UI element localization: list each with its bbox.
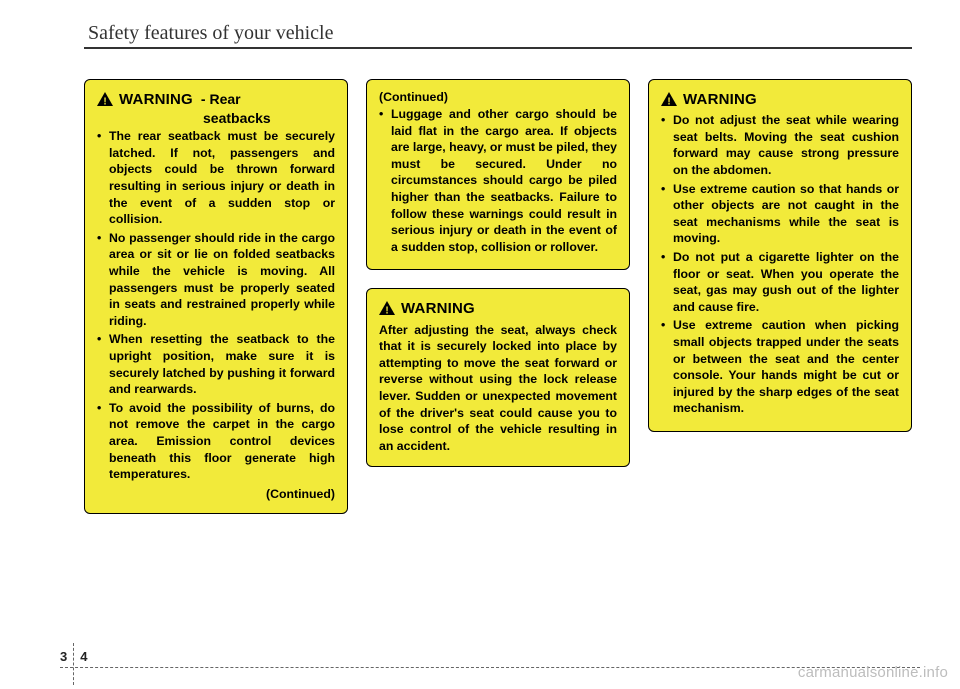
column-2: (Continued) Luggage and other cargo shou…	[366, 79, 630, 467]
warning-heading: ! WARNING	[379, 299, 617, 317]
list-item: The rear seatback must be securely latch…	[97, 128, 335, 228]
warning-word: WARNING	[119, 91, 193, 108]
page-num-right: 4	[80, 649, 87, 664]
svg-text:!: !	[667, 97, 670, 107]
list-item: No passenger should ride in the cargo ar…	[97, 230, 335, 330]
list-item: Do not put a cigarette lighter on the fl…	[661, 249, 899, 315]
list-item: To avoid the possibility of burns, do no…	[97, 400, 335, 483]
warning-paragraph: After adjusting the seat, always check t…	[379, 322, 617, 455]
page-num-separator	[73, 643, 74, 685]
list-item: When resetting the seatback to the uprig…	[97, 331, 335, 397]
warning-word: WARNING	[401, 300, 475, 317]
warning-list: The rear seatback must be securely latch…	[97, 128, 335, 482]
page-num-left: 3	[60, 649, 67, 664]
manual-page: Safety features of your vehicle ! WARNIN…	[0, 0, 960, 689]
warning-box-rear-seatbacks: ! WARNING - Rear seatbacks The rear seat…	[84, 79, 348, 514]
warning-word: WARNING	[683, 91, 757, 108]
page-footer	[60, 667, 920, 671]
warning-box-seat-adjust: ! WARNING After adjusting the seat, alwa…	[366, 288, 630, 467]
svg-text:!: !	[385, 306, 388, 316]
warning-subtitle-2: seatbacks	[203, 110, 335, 126]
warning-icon: !	[661, 92, 677, 106]
warning-box-seat-caution: ! WARNING Do not adjust the seat while w…	[648, 79, 912, 432]
warning-icon: !	[97, 92, 113, 106]
content-columns: ! WARNING - Rear seatbacks The rear seat…	[84, 79, 912, 514]
warning-subtitle-1: - Rear	[201, 91, 241, 107]
watermark: carmanualsonline.info	[798, 664, 948, 681]
header-rule	[84, 47, 912, 49]
warning-heading: ! WARNING	[661, 90, 899, 108]
footer-rule	[60, 667, 920, 668]
column-1: ! WARNING - Rear seatbacks The rear seat…	[84, 79, 348, 514]
continued-heading: (Continued)	[379, 90, 617, 104]
list-item: Do not adjust the seat while wearing sea…	[661, 112, 899, 178]
list-item: Use extreme caution so that hands or oth…	[661, 181, 899, 247]
warning-heading: ! WARNING - Rear	[97, 90, 335, 108]
list-item: Use extreme caution when picking small o…	[661, 317, 899, 417]
page-title: Safety features of your vehicle	[88, 22, 912, 45]
warning-list: Do not adjust the seat while wearing sea…	[661, 112, 899, 417]
column-3: ! WARNING Do not adjust the seat while w…	[648, 79, 912, 432]
warning-box-continued: (Continued) Luggage and other cargo shou…	[366, 79, 630, 270]
continued-label: (Continued)	[97, 487, 335, 501]
list-item: Luggage and other cargo should be laid f…	[379, 106, 617, 255]
warning-icon: !	[379, 301, 395, 315]
page-numbers: 3 4	[60, 635, 87, 677]
warning-list: Luggage and other cargo should be laid f…	[379, 106, 617, 255]
svg-text:!: !	[103, 97, 106, 107]
